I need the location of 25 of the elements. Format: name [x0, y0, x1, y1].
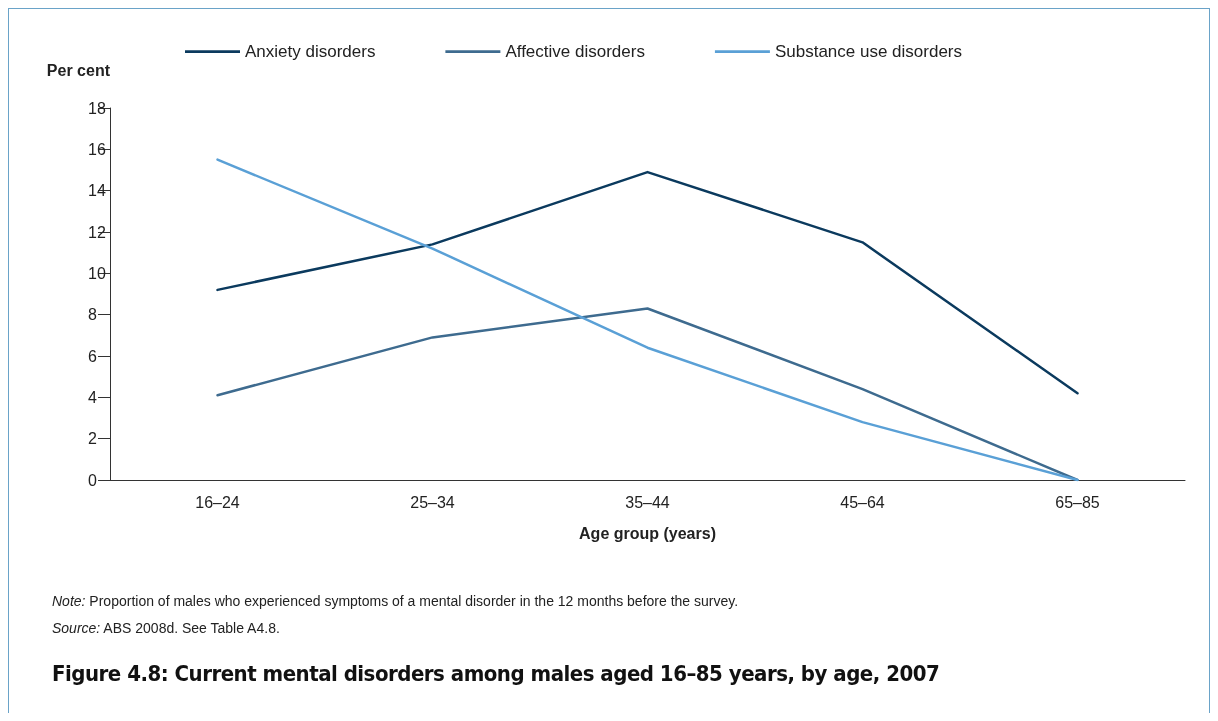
- y-tick-label: 4: [88, 388, 97, 406]
- y-tick-label: 10: [88, 264, 106, 282]
- line-series: [216, 158, 1079, 482]
- y-tick-label: 14: [88, 182, 106, 200]
- y-tick-label: 2: [88, 430, 97, 448]
- y-tick-label: 16: [88, 140, 106, 158]
- y-tick-label: 0: [88, 471, 97, 489]
- legend-label: Anxiety disorders: [245, 42, 376, 61]
- x-tick-label: 45–64: [840, 493, 885, 511]
- legend-label: Affective disorders: [505, 42, 645, 61]
- line-series: [216, 170, 1079, 395]
- x-tick-label: 35–44: [625, 493, 670, 511]
- y-axis-title: Per cent: [46, 61, 111, 79]
- y-tick-label: 18: [88, 99, 106, 117]
- text: Figure 4.8: Current mental disorders among males aged 16–85 years, by age, 2007: [52, 661, 940, 686]
- x-tick-label: 65–85: [1055, 493, 1100, 511]
- y-tick-label: 8: [88, 306, 97, 324]
- legend-label: Substance use disorders: [774, 42, 963, 61]
- y-tick-label: 12: [88, 223, 106, 241]
- y-tick-label: 6: [88, 347, 97, 365]
- source-note: Source: ABS 2008d. See Table A4.8.: [52, 619, 281, 638]
- x-tick-label: 16–24: [195, 493, 240, 511]
- x-tick-label: 25–34: [410, 493, 455, 511]
- x-axis-title: Age group (years): [579, 524, 716, 542]
- text: Note: Proportion of males who experienced symptoms of a mental disorder in the 12 months before the survey.: [52, 592, 739, 611]
